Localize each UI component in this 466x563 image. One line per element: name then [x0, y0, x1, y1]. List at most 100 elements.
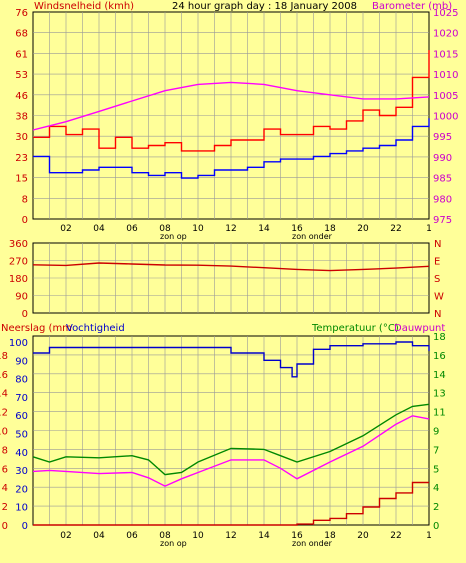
wind-x-tick-label: 22 — [390, 224, 401, 234]
wind-average-line — [33, 118, 430, 179]
humidity-x-tick-label: 02 — [60, 531, 71, 541]
direction-left-y-tick-label: 360 — [9, 239, 28, 250]
wind-x-tick-label: 1 — [426, 224, 432, 234]
direction-right-y-tick-label: N — [434, 309, 441, 320]
dewpoint-axis-title: Dauwpunt — [394, 323, 445, 334]
humidity-x-tick-label: 06 — [126, 531, 138, 541]
humidity-axis-title: Vochtigheid — [66, 323, 125, 334]
direction-right-y-tick-label: S — [434, 274, 440, 285]
sunrise-label-bottom: zon op — [160, 539, 187, 548]
barometer-axis-title: Barometer (mb) — [372, 1, 452, 12]
wind-right-y-tick-label: 975 — [433, 215, 452, 226]
temperature-right-y-tick-label: 11 — [433, 408, 446, 419]
direction-grid — [33, 243, 429, 313]
humidity-series — [32, 341, 430, 526]
rain-left-y-tick-label: 18 — [0, 351, 8, 362]
direction-left-y-tick-label: 90 — [15, 292, 28, 303]
wind-x-tick-label: 04 — [93, 224, 105, 234]
wind-right-y-tick-label: 1005 — [433, 91, 458, 102]
temperature-right-y-tick-label: 18 — [433, 332, 446, 343]
rain-left-y-tick-label: 16 — [0, 370, 8, 381]
rain-left-y-tick-label: 14 — [0, 389, 8, 400]
rain-left-y-tick-label: 12 — [0, 408, 8, 419]
rain-left-y-tick-label: 6 — [2, 464, 8, 475]
sunset-label-bottom: zon onder — [292, 539, 333, 548]
temperature-axis-title: Temperatuur (°C) — [311, 323, 399, 334]
humidity-left-y-tick-label: 90 — [15, 356, 28, 367]
humidity-x-tick-label: 20 — [357, 531, 369, 541]
wind-right-y-tick-label: 1010 — [433, 70, 458, 81]
direction-right-y-tick-label: W — [434, 292, 444, 303]
rainfall-line — [33, 481, 429, 526]
wind-x-tick-label: 18 — [324, 224, 336, 234]
direction-right-y-tick-label: N — [434, 239, 441, 250]
sunrise-label: zon op — [160, 232, 187, 241]
temperature-right-y-tick-label: 9 — [433, 427, 439, 438]
dewpoint-line — [32, 415, 430, 487]
temperature-right-y-tick-label: 14 — [433, 370, 446, 381]
wind-x-tick-label: 02 — [60, 224, 71, 234]
rain-left-y-tick-label: 4 — [2, 483, 8, 494]
wind-left-y-tick-label: 46 — [15, 91, 28, 102]
humidity-left-y-tick-label: 40 — [15, 448, 28, 459]
wind-left-y-tick-label: 61 — [15, 49, 28, 60]
barometer-line — [32, 81, 430, 131]
humidity-left-y-tick-label: 70 — [15, 393, 28, 404]
wind-left-y-tick-label: 23 — [15, 153, 28, 164]
direction-left-y-tick-label: 180 — [9, 274, 28, 285]
wind-right-y-tick-label: 1020 — [433, 29, 458, 40]
temperature-right-y-tick-label: 16 — [433, 351, 446, 362]
chart-title: 24 hour graph day : 18 January 2008 — [172, 1, 357, 12]
direction-series — [32, 262, 430, 272]
wind-left-y-tick-label: 53 — [15, 70, 28, 81]
wind-left-y-tick-label: 30 — [15, 132, 28, 143]
wind-x-tick-label: 10 — [192, 224, 204, 234]
rain-left-y-tick-label: 8 — [2, 445, 8, 456]
rain-axis-title: Neerslag (mm — [1, 323, 72, 334]
temperature-right-y-tick-label: 7 — [433, 445, 439, 456]
wind-left-y-tick-label: 15 — [15, 174, 28, 185]
humidity-axis-ticks: 0204060810121416182022102468101214161801… — [0, 332, 446, 541]
wind-direction-line — [32, 262, 430, 272]
wind-right-y-tick-label: 985 — [433, 174, 452, 185]
humidity-left-y-tick-label: 0 — [22, 521, 28, 532]
wind-x-tick-label: 12 — [225, 224, 236, 234]
direction-left-y-tick-label: 0 — [22, 309, 28, 320]
humidity-left-y-tick-label: 50 — [15, 430, 28, 441]
humidity-x-tick-label: 1 — [426, 531, 432, 541]
rain-left-y-tick-label: 10 — [0, 427, 8, 438]
wind-x-tick-label: 06 — [126, 224, 138, 234]
temperature-right-y-tick-label: 13 — [433, 389, 446, 400]
humidity-left-y-tick-label: 10 — [15, 503, 28, 514]
humidity-temperature-panel: 0204060810121416182022102468101214161801… — [0, 323, 446, 548]
humidity-x-tick-label: 10 — [192, 531, 204, 541]
humidity-left-y-tick-label: 100 — [9, 338, 28, 349]
wind-gust-line — [33, 50, 430, 152]
sunset-label: zon onder — [292, 232, 333, 241]
temperature-line — [32, 403, 430, 476]
wind-x-tick-label: 14 — [258, 224, 270, 234]
wind-left-y-tick-label: 0 — [22, 215, 28, 226]
wind-right-y-tick-label: 995 — [433, 132, 452, 143]
wind-x-tick-label: 16 — [291, 224, 303, 234]
wind-series — [32, 50, 430, 179]
wind-axis-ticks: 02 04 06 08 10 12 14 16 18 20 22 108152330384653616… — [15, 8, 458, 234]
humidity-x-tick-label: 12 — [225, 531, 236, 541]
temperature-right-y-tick-label: 5 — [433, 464, 439, 475]
humidity-x-tick-label: 16 — [291, 531, 303, 541]
wind-x-tick-label: 08 — [159, 224, 171, 234]
humidity-left-y-tick-label: 60 — [15, 411, 28, 422]
humidity-x-tick-label: 04 — [93, 531, 105, 541]
temperature-right-y-tick-label: 4 — [433, 483, 439, 494]
wind-left-y-tick-label: 68 — [15, 29, 28, 40]
humidity-x-tick-label: 18 — [324, 531, 336, 541]
wind-right-y-tick-label: 1000 — [433, 112, 458, 123]
humidity-x-tick-label: 22 — [390, 531, 401, 541]
direction-left-y-tick-label: 270 — [9, 257, 28, 268]
rain-left-y-tick-label: 2 — [2, 502, 8, 513]
humidity-x-tick-label: 14 — [258, 531, 270, 541]
